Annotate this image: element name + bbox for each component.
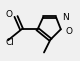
Text: Cl: Cl — [5, 38, 14, 47]
Text: O: O — [6, 10, 13, 19]
Text: N: N — [62, 13, 69, 22]
Text: O: O — [66, 27, 73, 36]
